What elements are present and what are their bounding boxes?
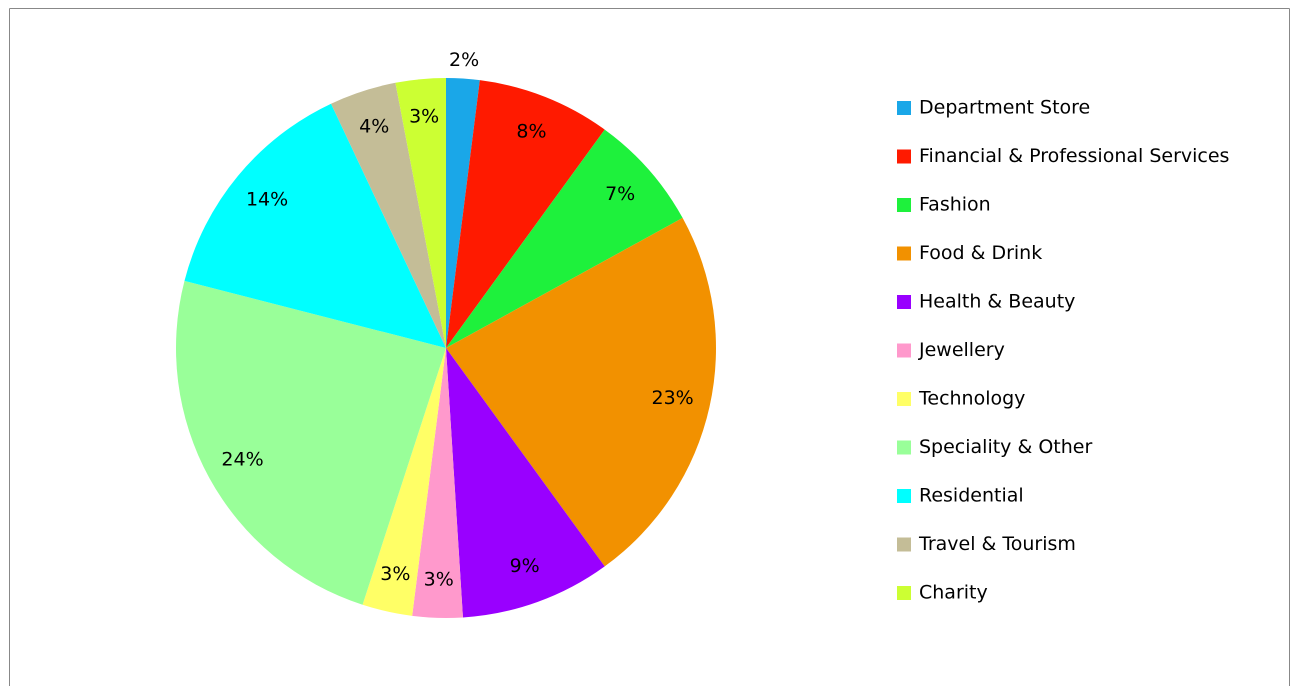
legend-swatch <box>897 295 911 309</box>
legend-label: Food & Drink <box>919 242 1042 264</box>
legend-swatch <box>897 343 911 358</box>
legend-swatch <box>897 149 911 164</box>
pie-slice <box>446 80 605 348</box>
data-label: 23% <box>651 387 693 409</box>
legend-swatch <box>897 198 911 212</box>
legend-swatch <box>897 489 911 503</box>
legend-swatch <box>897 101 911 115</box>
legend-swatch <box>897 537 911 552</box>
legend-label: Financial & Professional Services <box>919 145 1229 167</box>
pie-slice <box>331 82 446 348</box>
pie-slice <box>446 348 605 618</box>
pie-slice <box>446 217 716 567</box>
legend-label: Department Store <box>919 97 1090 119</box>
pie-slice <box>446 78 480 348</box>
chart-border <box>9 8 1290 686</box>
data-label: 9% <box>510 555 540 577</box>
data-label: 7% <box>605 183 635 205</box>
legend-label: Speciality & Other <box>919 436 1092 458</box>
legend-swatch <box>897 246 911 261</box>
data-label: 3% <box>409 105 439 127</box>
legend-label: Jewellery <box>918 339 1005 361</box>
legend-swatch <box>897 392 911 406</box>
legend-swatch <box>897 586 911 600</box>
legend-label: Residential <box>919 485 1024 507</box>
data-label: 4% <box>359 116 389 138</box>
pie-slice <box>446 129 683 348</box>
legend-label: Charity <box>919 582 988 604</box>
data-label: 14% <box>246 188 288 210</box>
data-label: 3% <box>380 563 410 585</box>
pie-slice <box>395 78 446 348</box>
data-label: 2% <box>449 49 479 71</box>
legend-label: Technology <box>918 388 1025 410</box>
pie-slice <box>184 103 446 349</box>
legend-swatch <box>897 440 911 455</box>
legend-label: Health & Beauty <box>919 291 1075 313</box>
pie-slice <box>176 280 446 605</box>
data-label: 3% <box>424 569 454 591</box>
pie-slice <box>412 348 463 618</box>
data-label: 24% <box>221 448 263 470</box>
legend-label: Fashion <box>919 194 991 216</box>
pie-slice <box>362 348 446 616</box>
legend-label: Travel & Tourism <box>918 533 1076 555</box>
data-label: 8% <box>516 121 546 143</box>
